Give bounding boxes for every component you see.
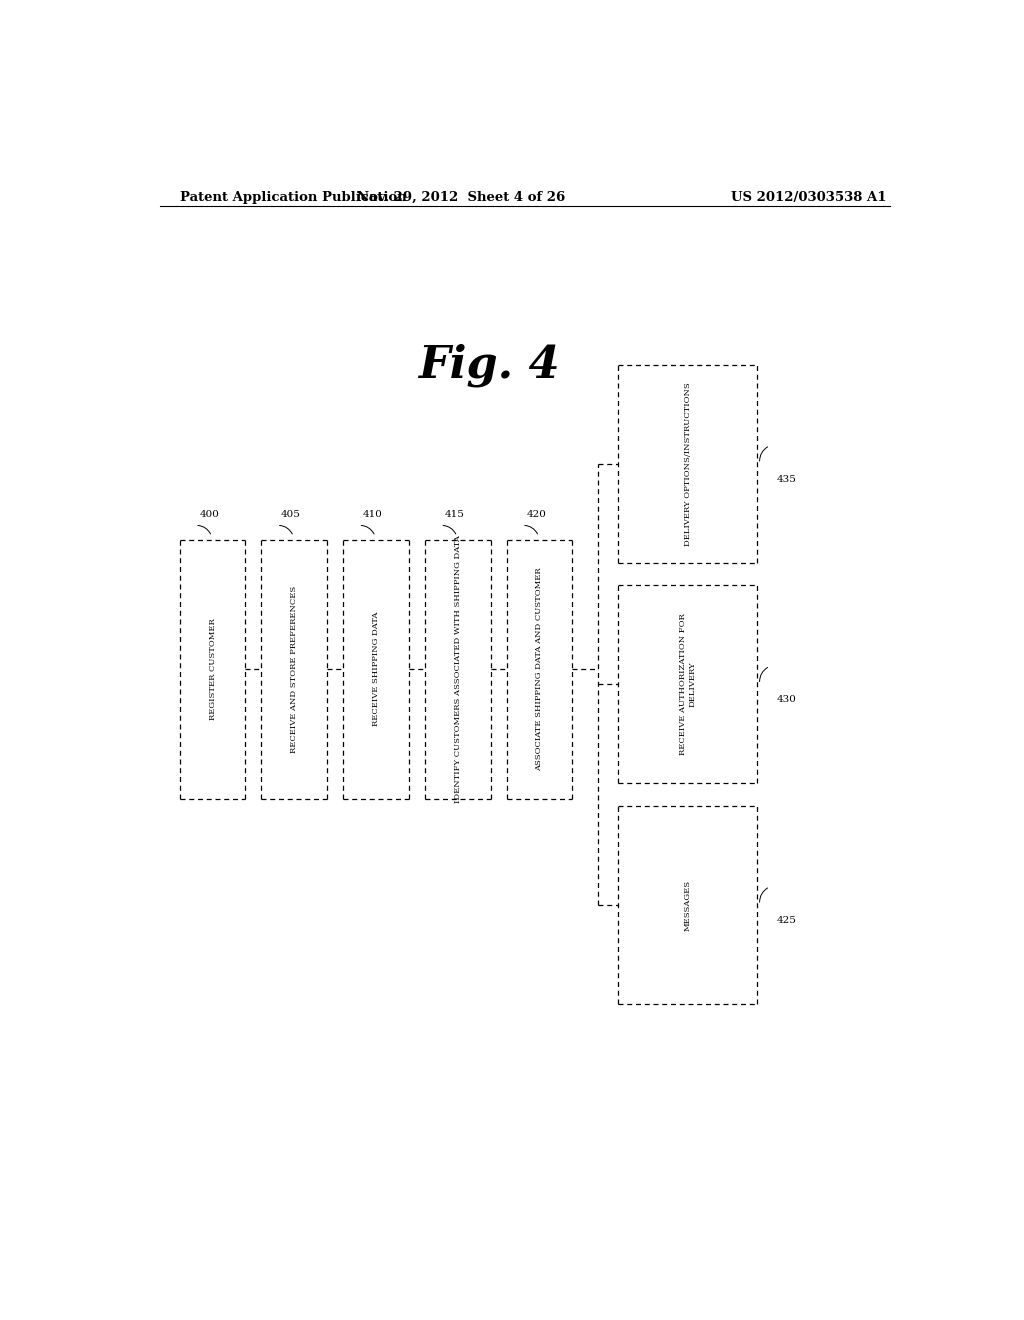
Text: 400: 400 <box>200 511 219 519</box>
Text: RECEIVE AUTHORIZATION FOR
DELIVERY: RECEIVE AUTHORIZATION FOR DELIVERY <box>679 614 696 755</box>
Text: 435: 435 <box>777 475 797 483</box>
Text: REGISTER CUSTOMER: REGISTER CUSTOMER <box>209 618 216 719</box>
Text: 415: 415 <box>444 511 465 519</box>
Text: US 2012/0303538 A1: US 2012/0303538 A1 <box>731 191 887 205</box>
Text: MESSAGES: MESSAGES <box>684 879 692 931</box>
Text: 425: 425 <box>777 916 797 925</box>
Text: 405: 405 <box>282 511 301 519</box>
Text: RECEIVE AND STORE PREFERENCES: RECEIVE AND STORE PREFERENCES <box>290 586 298 752</box>
Text: 430: 430 <box>777 696 797 704</box>
Text: ASSOCIATE SHIPPING DATA AND CUSTOMER: ASSOCIATE SHIPPING DATA AND CUSTOMER <box>536 568 544 771</box>
Text: Fig. 4: Fig. 4 <box>418 345 560 388</box>
Text: 420: 420 <box>526 511 546 519</box>
Text: Nov. 29, 2012  Sheet 4 of 26: Nov. 29, 2012 Sheet 4 of 26 <box>357 191 565 205</box>
Text: Patent Application Publication: Patent Application Publication <box>179 191 407 205</box>
Text: 410: 410 <box>362 511 383 519</box>
Text: DELIVERY OPTIONS/INSTRUCTIONS: DELIVERY OPTIONS/INSTRUCTIONS <box>684 381 692 545</box>
Text: RECEIVE SHIPPING DATA: RECEIVE SHIPPING DATA <box>372 612 380 726</box>
Text: IDENTIFY CUSTOMERS ASSOCIATED WITH SHIPPING DATA: IDENTIFY CUSTOMERS ASSOCIATED WITH SHIPP… <box>454 535 462 803</box>
